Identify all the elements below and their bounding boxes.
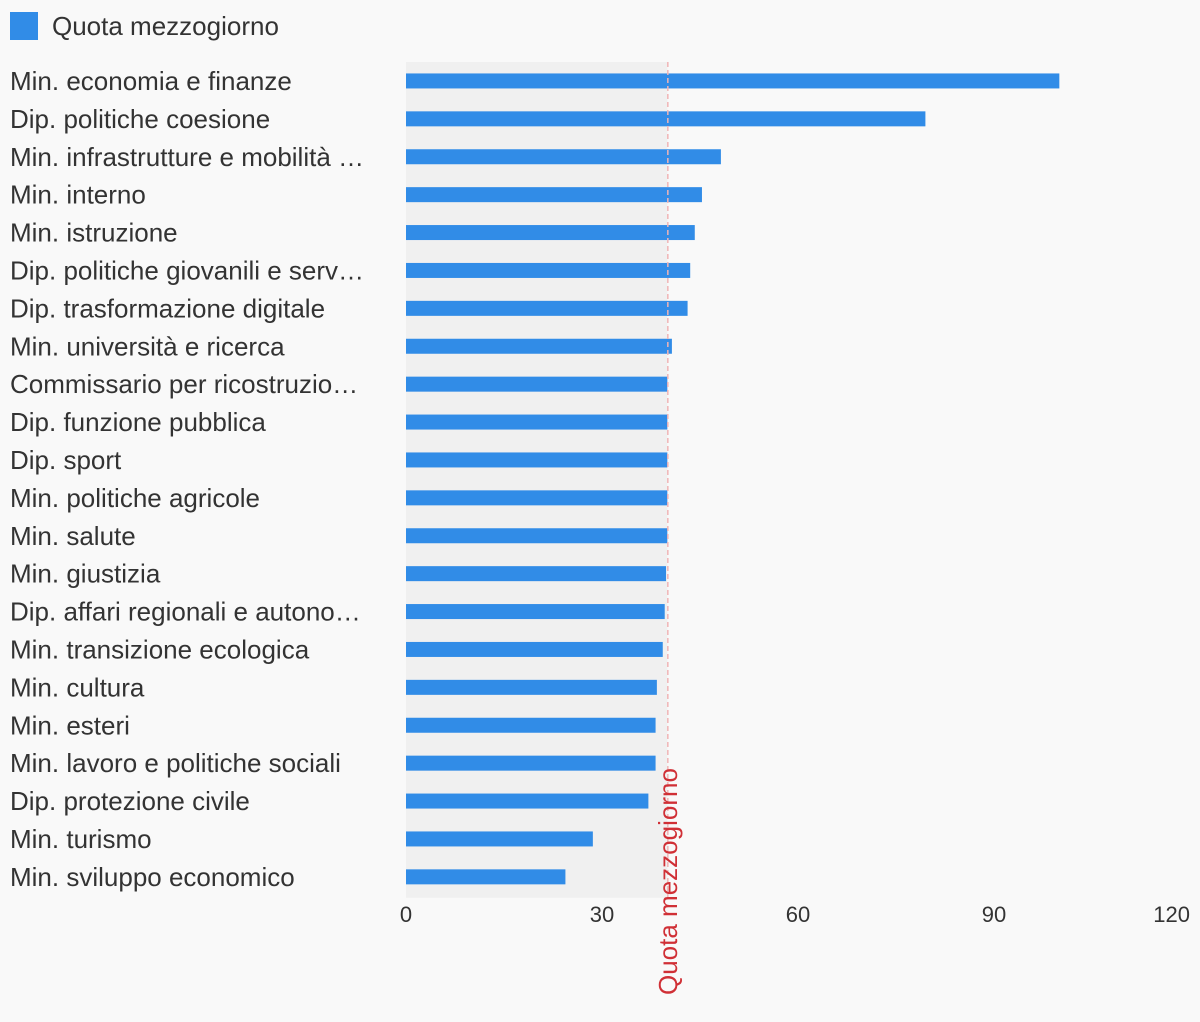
category-label: Commissario per ricostruzio… [10,369,358,399]
category-label: Min. istruzione [10,218,178,248]
bar [406,793,649,809]
bar [406,73,1060,89]
category-label: Min. economia e finanze [10,66,292,96]
category-label: Dip. trasformazione digitale [10,293,325,323]
category-label: Min. cultura [10,672,145,702]
bar [406,149,721,165]
category-label: Dip. protezione civile [10,786,250,816]
x-tick-label: 60 [786,902,810,927]
bars-group [406,73,1060,885]
category-label: Dip. politiche coesione [10,104,270,134]
category-label: Dip. affari regionali e autono… [10,597,361,627]
bar [406,376,668,392]
category-label: Dip. politiche giovanili e serv… [10,255,364,285]
bar [406,490,668,506]
category-label: Min. salute [10,521,136,551]
bar [406,755,656,771]
bar [406,717,656,733]
bar [406,528,668,544]
bar [406,641,663,657]
legend-label: Quota mezzogiorno [52,10,279,41]
category-label: Min. università e ricerca [10,331,285,361]
bar [406,452,668,468]
x-tick-label: 90 [982,902,1006,927]
category-labels: Min. economia e finanze Dip. politiche co… [10,66,364,892]
bar [406,225,695,241]
category-label: Min. giustizia [10,559,161,589]
category-label: Min. interno [10,180,146,210]
category-label: Min. turismo [10,824,152,854]
bar [406,604,665,620]
x-tick-label: 0 [400,902,412,927]
category-label: Min. infrastrutture e mobilità … [10,142,364,172]
x-tick-label: 30 [590,902,614,927]
bar [406,187,702,203]
bar [406,262,691,278]
category-label: Min. transizione ecologica [10,634,310,664]
bar [406,566,667,582]
category-label: Min. esteri [10,710,130,740]
legend-swatch [10,12,38,40]
bar [406,869,566,885]
reference-line-label: Quota mezzogiorno [653,768,683,995]
x-axis-ticks: 0 30 60 90 120 [400,902,1190,927]
bar [406,679,657,695]
chart-legend: Quota mezzogiorno [10,10,279,42]
category-label: Dip. sport [10,445,122,475]
bar [406,111,926,127]
bar [406,831,593,847]
x-tick-label: 120 [1153,902,1190,927]
category-label: Min. politiche agricole [10,483,260,513]
category-label: Min. sviluppo economico [10,862,295,892]
bar [406,414,668,430]
category-label: Min. lavoro e politiche sociali [10,748,341,778]
bar [406,338,672,354]
bar [406,300,688,316]
category-label: Dip. funzione pubblica [10,407,266,437]
